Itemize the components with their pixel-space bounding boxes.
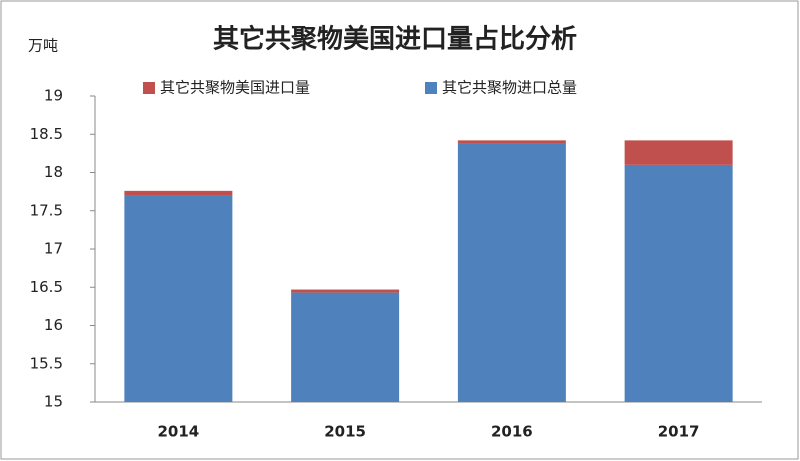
legend-swatch [143,82,155,94]
legend-swatch [425,82,437,94]
y-tick-label: 19 [44,87,63,105]
chart-title: 其它共聚物美国进口量占比分析 [213,24,577,55]
x-tick-label: 2016 [491,423,533,441]
bar-segment [457,143,566,402]
y-tick-label: 18 [44,163,63,181]
bar-segment [124,190,233,196]
x-tick-label: 2017 [658,423,700,441]
y-tick-label: 18.5 [30,125,63,143]
bar-segment [124,195,233,402]
x-tick-label: 2015 [324,423,366,441]
bar-segment [457,140,566,144]
y-axis-label: 万吨 [28,37,58,55]
x-tick-label: 2014 [158,423,200,441]
legend-label: 其它共聚物美国进口量 [160,79,310,97]
legend-label: 其它共聚物进口总量 [442,79,577,97]
bar-segment [291,289,400,293]
bar-segment [624,140,733,165]
y-tick-label: 15 [44,393,63,411]
y-tick-label: 16 [44,316,63,334]
bar-segment [291,292,400,402]
y-tick-label: 15.5 [30,354,63,372]
y-tick-label: 17.5 [30,201,63,219]
bar-segment [624,164,733,402]
y-tick-label: 17 [44,240,63,258]
y-tick-label: 16.5 [30,278,63,296]
